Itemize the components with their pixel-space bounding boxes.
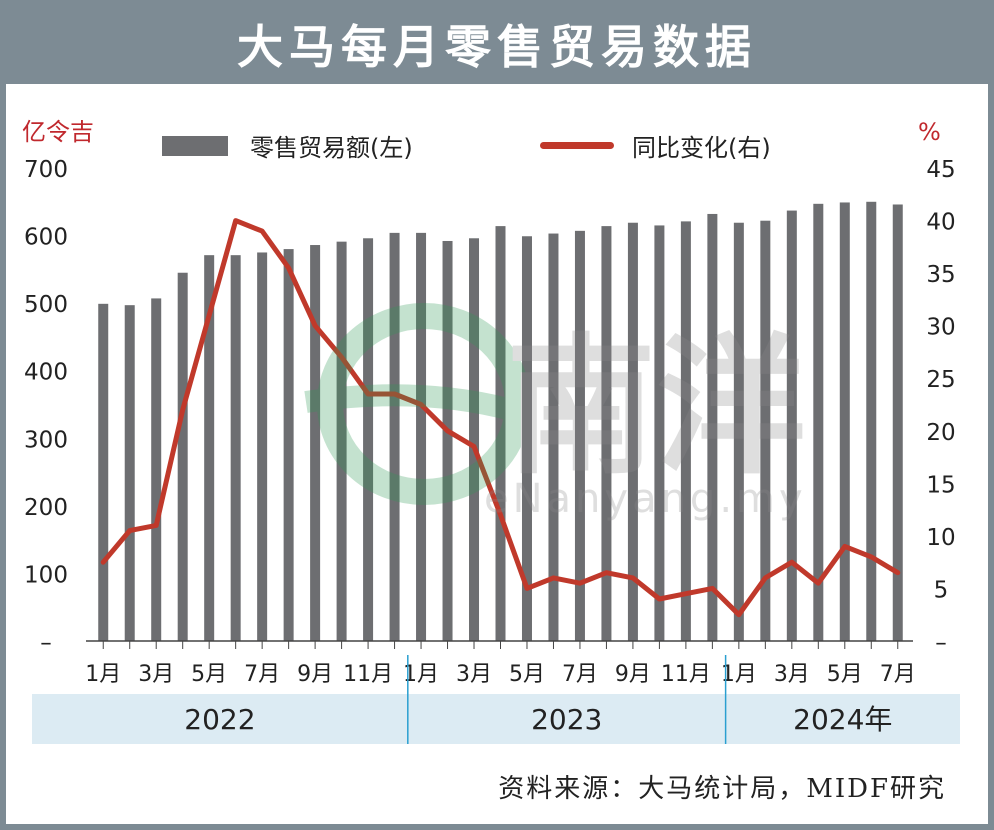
chart-svg: – 100 200 300 400 500 600 700 – 5 10 15 20 25 30 35 40 45…: [24, 157, 960, 744]
y-left-tick-label-5: 500: [24, 292, 68, 318]
y-left-tick-label-1: 100: [24, 562, 68, 588]
bar-23: [707, 213, 718, 641]
x-tick-label-6: 7月: [244, 662, 280, 687]
y-right-tick-label-3: 15: [926, 472, 955, 498]
bar-21: [654, 225, 665, 641]
bar-19: [601, 226, 612, 641]
legend-bar-swatch: [162, 135, 228, 156]
legend-bars-label: 零售贸易额(左): [250, 134, 413, 162]
bar-9: [336, 241, 347, 641]
bar-1: [124, 305, 135, 641]
bar-5: [230, 255, 241, 641]
x-tick-label-8: 9月: [297, 662, 333, 687]
bar-29: [866, 201, 877, 641]
y-left-tick-label-3: 300: [24, 427, 68, 453]
x-tick-label-22: 11月: [661, 662, 711, 687]
bar-0: [98, 303, 109, 641]
x-tick-label-14: 3月: [456, 662, 492, 687]
bar-8: [310, 245, 321, 641]
x-tick-label-10: 11月: [343, 662, 393, 687]
bar-10: [363, 238, 374, 641]
bar-6: [257, 252, 268, 641]
y-left-tick-label-7: 700: [24, 157, 68, 183]
bar-2: [151, 298, 162, 641]
bar-14: [469, 238, 480, 641]
bar-27: [813, 203, 824, 641]
y-left-tick-label-2: 200: [24, 495, 68, 521]
y-left-tick-label-6: 600: [24, 225, 68, 251]
y-left-tick-label-0: –: [40, 630, 52, 656]
y-right-tick-label-0: –: [935, 630, 947, 656]
year-band: [32, 694, 960, 744]
y-right-tick-label-7: 35: [926, 262, 955, 288]
x-tick-label-20: 9月: [615, 662, 651, 687]
bar-11: [389, 232, 400, 641]
year-label-2: 2024年: [793, 703, 892, 736]
y-right-tick-label-4: 20: [926, 420, 955, 446]
x-tick-label-26: 3月: [774, 662, 810, 687]
x-tick-label-24: 1月: [721, 662, 757, 687]
bar-24: [733, 222, 744, 642]
bar-4: [204, 255, 215, 641]
bar-7: [283, 249, 294, 642]
x-tick-label-4: 5月: [191, 662, 227, 687]
x-tick-label-12: 1月: [403, 662, 439, 687]
y-right-tick-label-1: 5: [934, 577, 949, 603]
x-tick-label-18: 7月: [562, 662, 598, 687]
x-tick-label-2: 3月: [138, 662, 174, 687]
bar-3: [177, 272, 188, 641]
chart-title: 大马每月零售贸易数据: [237, 20, 757, 74]
bar-26: [786, 210, 797, 641]
bar-16: [521, 236, 532, 642]
bar-25: [760, 220, 771, 641]
bar-17: [548, 233, 559, 641]
x-tick-label-28: 5月: [827, 662, 863, 687]
bar-20: [627, 222, 638, 642]
x-tick-label-30: 7月: [880, 662, 916, 687]
source-note: 资料来源：大马统计局，MIDF研究: [498, 774, 946, 804]
legend-bars: 零售贸易额(左): [162, 128, 413, 163]
y-right-tick-label-9: 45: [926, 157, 955, 183]
title-bar: 大马每月零售贸易数据: [6, 6, 988, 82]
legend-line-label: 同比变化(右): [632, 134, 771, 162]
bar-30: [892, 204, 903, 641]
year-label-0: 2022: [184, 703, 255, 736]
right-axis-unit: %: [918, 118, 941, 146]
y-left-tick-label-4: 400: [24, 360, 68, 386]
bar-22: [680, 221, 691, 642]
y-right-tick-label-5: 25: [926, 367, 955, 393]
year-label-1: 2023: [531, 703, 602, 736]
x-tick-label-16: 5月: [509, 662, 545, 687]
legend-line: 同比变化(右): [540, 128, 771, 163]
left-axis-unit: 亿令吉: [22, 118, 94, 146]
legend-line-swatch: [540, 142, 614, 149]
y-right-tick-label-8: 40: [926, 210, 955, 236]
x-tick-label-0: 1月: [85, 662, 121, 687]
bar-15: [495, 226, 506, 641]
bar-13: [442, 240, 453, 641]
bar-12: [416, 232, 427, 641]
y-right-tick-label-6: 30: [926, 315, 955, 341]
y-right-tick-label-2: 10: [926, 525, 955, 551]
bar-28: [839, 202, 850, 641]
chart-panel: 亿令吉 % 零售贸易额(左) 同比变化(右) – 100 200 300 400 500 6…: [6, 84, 988, 824]
bar-18: [574, 230, 585, 641]
